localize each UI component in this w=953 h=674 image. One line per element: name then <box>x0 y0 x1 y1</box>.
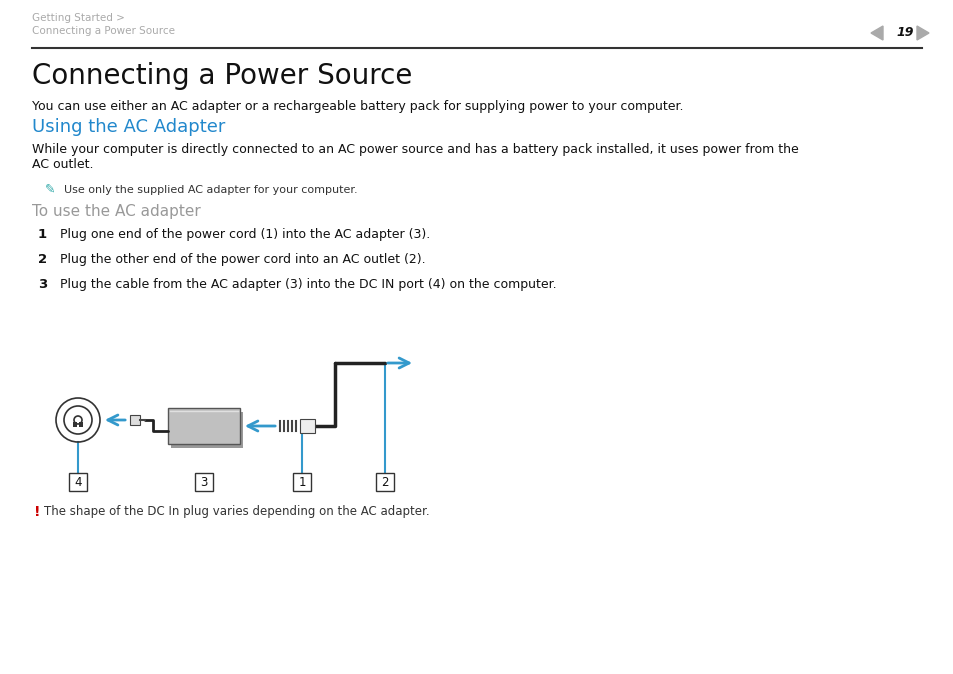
Bar <box>73 422 77 427</box>
Bar <box>130 415 140 425</box>
Bar <box>69 473 87 491</box>
Text: Using the AC Adapter: Using the AC Adapter <box>32 118 225 136</box>
Text: ✎: ✎ <box>45 183 55 196</box>
Text: Plug the other end of the power cord into an AC outlet (2).: Plug the other end of the power cord int… <box>60 253 425 266</box>
Bar <box>299 419 314 433</box>
Text: Connecting a Power Source: Connecting a Power Source <box>32 26 174 36</box>
Text: 2: 2 <box>381 477 388 489</box>
Text: Plug one end of the power cord (1) into the AC adapter (3).: Plug one end of the power cord (1) into … <box>60 228 430 241</box>
Text: You can use either an AC adapter or a rechargeable battery pack for supplying po: You can use either an AC adapter or a re… <box>32 100 682 113</box>
Text: 3: 3 <box>38 278 48 291</box>
Text: 3: 3 <box>200 477 208 489</box>
Text: 1: 1 <box>298 477 305 489</box>
Bar <box>375 473 394 491</box>
Bar <box>293 473 311 491</box>
Bar <box>168 408 240 444</box>
Text: Getting Started >: Getting Started > <box>32 13 125 23</box>
Text: To use the AC adapter: To use the AC adapter <box>32 204 200 219</box>
Text: 4: 4 <box>74 477 82 489</box>
Text: 19: 19 <box>895 26 913 40</box>
Text: 1: 1 <box>38 228 47 241</box>
Text: Plug the cable from the AC adapter (3) into the DC IN port (4) on the computer.: Plug the cable from the AC adapter (3) i… <box>60 278 556 291</box>
Text: 2: 2 <box>38 253 47 266</box>
Polygon shape <box>870 26 882 40</box>
Bar <box>171 412 243 448</box>
Text: While your computer is directly connected to an AC power source and has a batter: While your computer is directly connecte… <box>32 143 798 171</box>
Text: !: ! <box>34 505 40 519</box>
Polygon shape <box>916 26 928 40</box>
Text: Use only the supplied AC adapter for your computer.: Use only the supplied AC adapter for you… <box>64 185 357 195</box>
Text: The shape of the DC In plug varies depending on the AC adapter.: The shape of the DC In plug varies depen… <box>44 505 429 518</box>
Bar <box>79 422 83 427</box>
Text: Connecting a Power Source: Connecting a Power Source <box>32 62 412 90</box>
Bar <box>194 473 213 491</box>
